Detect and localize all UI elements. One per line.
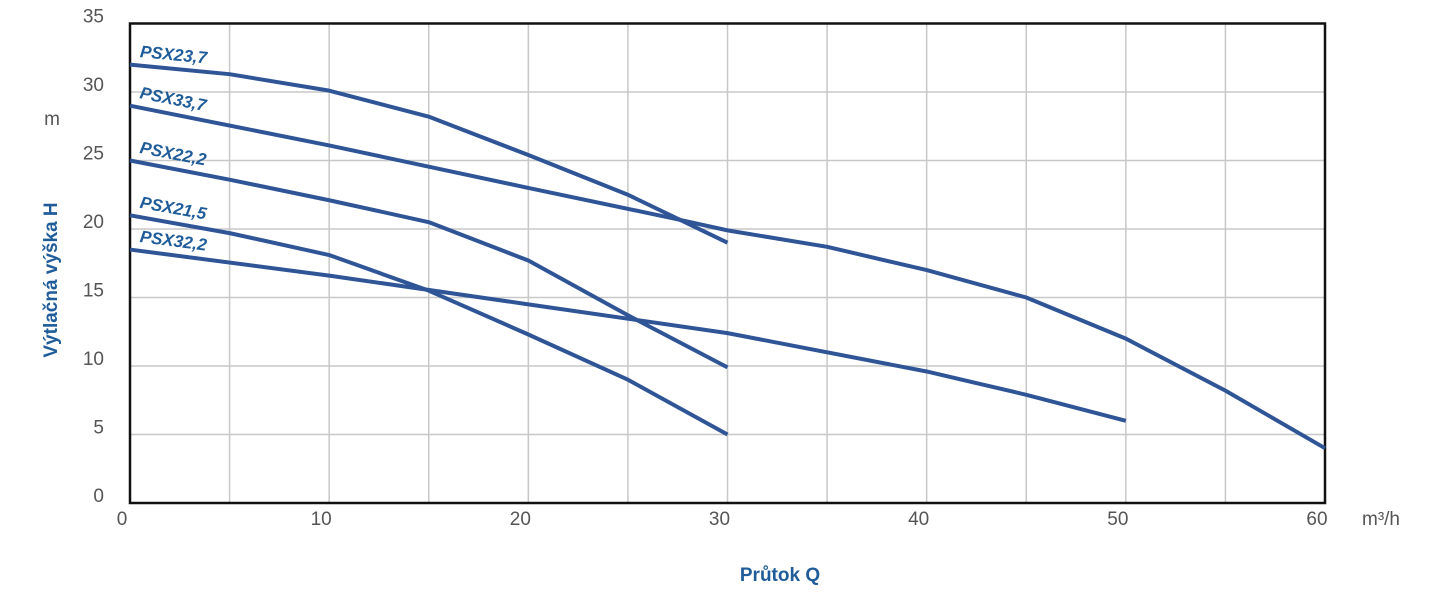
x-axis-unit: m³/h <box>1362 509 1400 530</box>
x-axis-title: Průtok Q <box>740 565 820 586</box>
x-tick-label: 60 <box>1306 509 1327 530</box>
y-tick-label: 10 <box>83 349 104 370</box>
x-tick-label: 0 <box>117 509 128 530</box>
y-tick-label: 25 <box>83 144 104 165</box>
y-tick-label: 30 <box>83 75 104 96</box>
x-tick-label: 50 <box>1107 509 1128 530</box>
y-tick-label: 15 <box>83 281 104 302</box>
series-line <box>129 62 729 245</box>
series-label: PSX23,7 <box>139 42 209 67</box>
x-tick-label: 10 <box>311 509 332 530</box>
y-axis-title: Výtlačná výška H <box>41 202 62 357</box>
x-tick-label: 20 <box>510 509 531 530</box>
series-line <box>129 247 1127 423</box>
series-line <box>129 158 729 370</box>
x-tick-label: 30 <box>709 509 730 530</box>
series-line <box>129 103 1327 450</box>
y-tick-label: 0 <box>93 486 104 507</box>
y-tick-label: 20 <box>83 212 104 233</box>
y-tick-label: 5 <box>93 418 104 439</box>
y-axis-unit: m <box>44 109 60 130</box>
x-tick-label: 40 <box>908 509 929 530</box>
y-tick-label: 35 <box>83 7 104 28</box>
plot-frame <box>128 22 1327 505</box>
